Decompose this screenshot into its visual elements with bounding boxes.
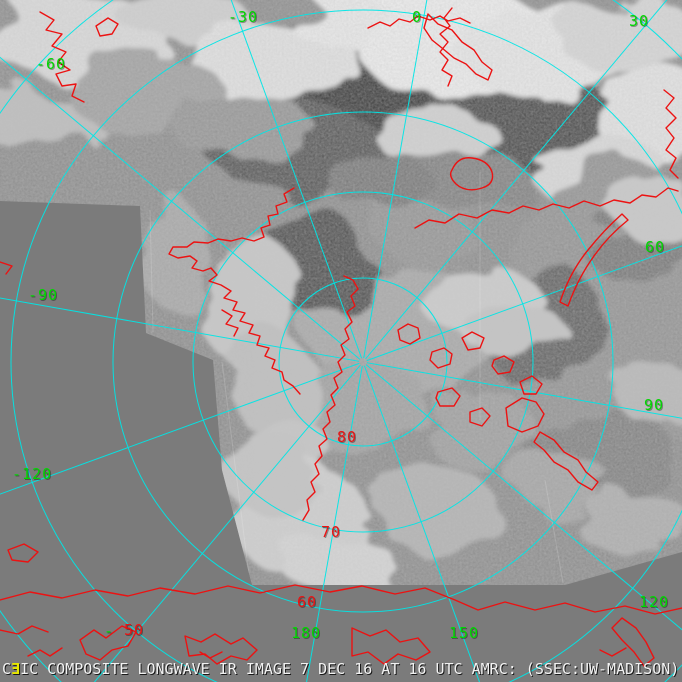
cursor-glyph: Ǝ [11, 660, 21, 678]
caption-text-start: C [2, 660, 12, 678]
coastline-overlay [0, 7, 682, 667]
caption-bar: CƎIC COMPOSITE LONGWAVE IR IMAGE 7 DEC 1… [2, 661, 679, 679]
caption-text: IC COMPOSITE LONGWAVE IR IMAGE 7 DEC 16 … [20, 660, 680, 678]
